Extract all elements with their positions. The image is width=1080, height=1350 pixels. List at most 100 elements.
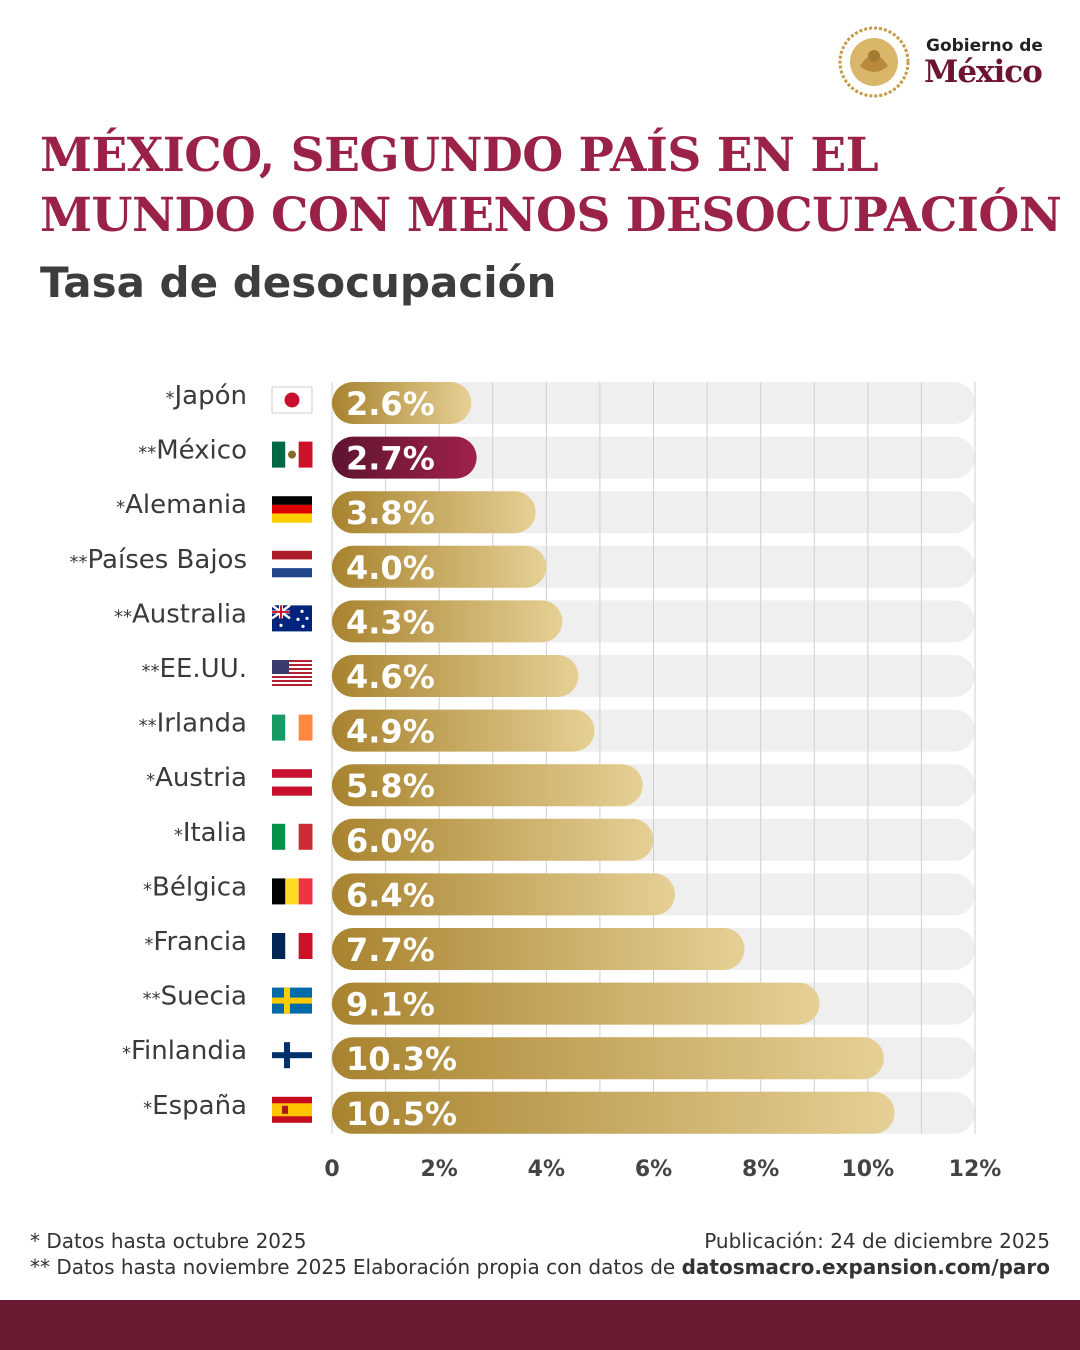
flag-part <box>282 1105 288 1114</box>
flag-star <box>305 616 309 620</box>
flag-part <box>298 933 313 959</box>
flag-part <box>272 777 312 787</box>
bar-finland <box>332 1037 884 1080</box>
country-label: **EE.UU. <box>142 654 247 684</box>
x-tick-label: 0 <box>324 1157 339 1182</box>
belgium-flag-icon <box>272 878 313 905</box>
source-link[interactable]: datosmacro.expansion.com/paro <box>681 1255 1050 1279</box>
x-tick-label: 6% <box>635 1157 672 1182</box>
flag-part <box>272 676 312 678</box>
bar-value-label: 4.9% <box>346 713 435 751</box>
country-label: **Australia <box>114 599 247 629</box>
flag-part <box>298 441 313 468</box>
bar-value-label: 5.8% <box>346 767 435 805</box>
flag-part <box>288 450 296 459</box>
bar-value-label: 10.5% <box>346 1095 457 1133</box>
bar-value-label: 4.3% <box>346 603 435 641</box>
publication-date: Publicación: 24 de diciembre 2025 <box>704 1229 1050 1253</box>
bar-value-label: 3.8% <box>346 494 435 532</box>
x-tick-label: 4% <box>528 1157 565 1182</box>
sweden-flag-icon <box>272 987 312 1014</box>
x-tick-label: 2% <box>420 1157 457 1182</box>
flag-part <box>284 392 300 408</box>
bar-value-label: 4.6% <box>346 658 435 696</box>
source-info: Publicación: 24 de diciembre 2025 Elabor… <box>353 1228 1050 1280</box>
country-label: *Italia <box>174 818 247 848</box>
bar-japan <box>332 382 472 424</box>
bar-sweden <box>332 982 820 1025</box>
country-label: *Francia <box>144 927 247 957</box>
bar-value-label: 9.1% <box>346 986 435 1024</box>
bar-spain <box>332 1091 895 1134</box>
flag-part <box>272 668 312 670</box>
flag-part <box>272 684 312 686</box>
brand-line2: México <box>924 54 1043 90</box>
flag-star <box>300 609 304 613</box>
flag-part <box>272 513 312 523</box>
bar-value-label: 4.0% <box>346 549 435 587</box>
footnote-october: * Datos hasta octubre 2025 <box>30 1229 307 1253</box>
flag-part <box>272 678 312 680</box>
flag-part <box>272 496 312 505</box>
finland-flag-icon <box>272 1042 312 1069</box>
flag-part <box>272 568 312 578</box>
flag-part <box>285 933 299 959</box>
flag-part <box>272 682 312 684</box>
title-line2: MUNDO CON MENOS DESOCUPACIÓN <box>40 188 1062 243</box>
national-seal-icon <box>838 26 910 98</box>
flag-part <box>272 664 312 666</box>
country-label: **Suecia <box>143 982 247 1012</box>
flag-part <box>272 680 312 682</box>
bar-france <box>332 928 745 970</box>
x-tick-label: 12% <box>949 1157 1002 1182</box>
france-flag-icon <box>272 933 313 959</box>
flag-part <box>272 504 312 514</box>
flag-part <box>298 714 313 741</box>
flag-part <box>298 878 313 905</box>
bar-value-label: 2.6% <box>346 385 435 423</box>
usa-flag-icon <box>272 660 312 686</box>
flag-part <box>272 714 286 741</box>
country-label: *España <box>143 1091 247 1121</box>
country-label: *Austria <box>146 763 247 793</box>
x-tick-label: 10% <box>841 1157 894 1182</box>
flag-part <box>272 674 312 676</box>
page-title: MÉXICO, SEGUNDO PAÍS EN EL MUNDO CON MEN… <box>40 126 1062 246</box>
bar-usa <box>332 655 579 697</box>
country-label: **Irlanda <box>139 709 247 739</box>
bar-italy <box>332 818 654 861</box>
spain-flag-icon <box>272 1096 312 1123</box>
flag-part <box>272 878 286 905</box>
page-subtitle: Tasa de desocupación <box>40 258 557 307</box>
flag-part <box>298 823 313 850</box>
flag-part <box>272 559 312 569</box>
flag-border <box>271 386 313 414</box>
flag-part <box>272 997 312 1004</box>
australia-flag-icon <box>271 604 312 632</box>
flag-part <box>285 823 299 850</box>
flag-star <box>301 624 305 628</box>
footnotes: * Datos hasta octubre 2025 ** Datos hast… <box>30 1228 347 1280</box>
flag-star <box>296 617 300 621</box>
netherlands-flag-icon <box>272 550 312 578</box>
ireland-flag-icon <box>272 714 313 741</box>
flag-part <box>272 1052 312 1059</box>
country-label: *Bélgica <box>143 872 247 902</box>
flag-part <box>272 660 289 674</box>
italy-flag-icon <box>272 823 313 850</box>
bar-belgium <box>332 873 675 916</box>
bar-mexico <box>332 436 477 479</box>
country-label: *Japón <box>166 381 248 411</box>
germany-flag-icon <box>272 496 312 523</box>
flag-part <box>272 933 286 959</box>
bar-austria <box>332 764 643 807</box>
bar-netherlands <box>332 545 547 588</box>
source-line: Elaboración propia con datos de datosmac… <box>353 1254 1050 1280</box>
source-prefix: Elaboración propia con datos de <box>352 1255 682 1279</box>
flag-part <box>285 878 299 905</box>
flag-part <box>272 1103 312 1117</box>
bar-value-label: 7.7% <box>346 931 435 969</box>
brand-line1: Gobierno de <box>926 36 1043 56</box>
gobierno-de-mexico-logo: Gobierno de México <box>838 26 1043 98</box>
flag-part <box>272 662 312 664</box>
